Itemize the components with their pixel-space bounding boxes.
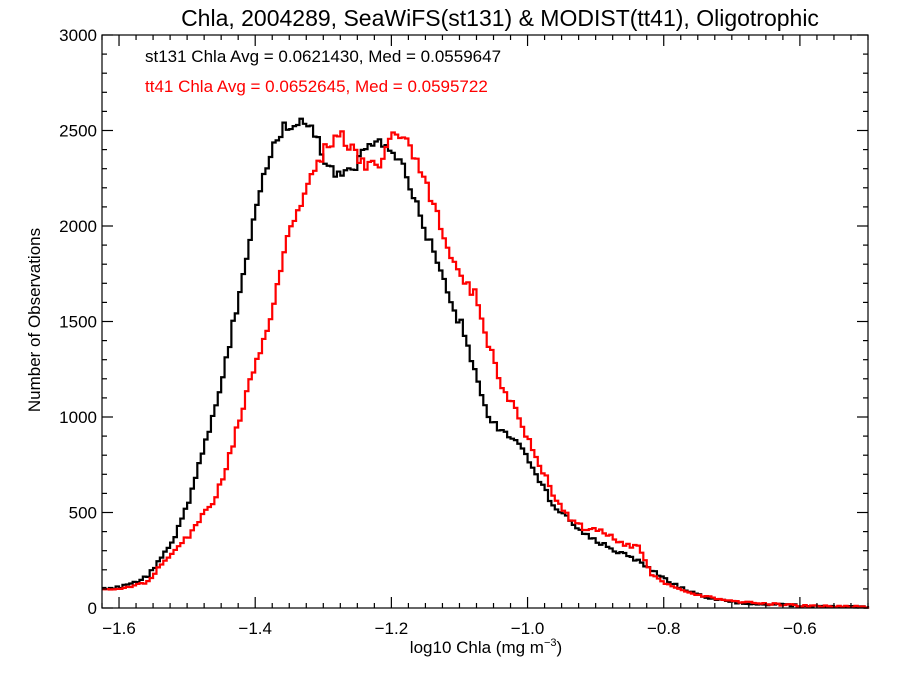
histogram-series-1 — [102, 130, 870, 609]
y-tick-label: 0 — [88, 599, 97, 618]
x-axis-title-end: ) — [557, 638, 563, 657]
y-tick-label: 1000 — [59, 408, 97, 427]
plot-frame — [101, 34, 869, 609]
x-tick-label: −0.6 — [783, 619, 817, 638]
x-tick-label: −1.2 — [375, 619, 409, 638]
y-tick-label: 2500 — [59, 122, 97, 141]
annotation-layer: st131 Chla Avg = 0.0621430, Med = 0.0559… — [145, 47, 501, 96]
y-tick-label: 500 — [69, 504, 97, 523]
x-axis-title-superscript: −3 — [544, 637, 557, 649]
y-tick-label: 3000 — [59, 26, 97, 45]
series-layer — [102, 117, 870, 609]
x-tick-label: −1.0 — [511, 619, 545, 638]
y-tick-label: 1500 — [59, 313, 97, 332]
x-axis-title: log10 Chla (mg m−3) — [410, 637, 562, 657]
ticks-layer: −1.6 −1.4 −1.2 −1.0 −0.8 −0.6 0 500 1000 1500 2000… — [59, 26, 869, 638]
x-tick-label: −0.8 — [647, 619, 681, 638]
stats-annotation: tt41 Chla Avg = 0.0652645, Med = 0.05957… — [145, 77, 488, 96]
histogram-series-0 — [102, 117, 870, 609]
x-tick-label: −1.6 — [102, 619, 136, 638]
x-axis-title-main: log10 Chla (mg m — [410, 638, 544, 657]
y-tick-label: 2000 — [59, 217, 97, 236]
stats-annotation: st131 Chla Avg = 0.0621430, Med = 0.0559… — [145, 47, 501, 66]
chart-title: Chla, 2004289, SeaWiFS(st131) & MODIST(t… — [181, 5, 819, 31]
x-tick-label: −1.4 — [238, 619, 272, 638]
y-axis-title: Number of Observations — [25, 228, 44, 412]
